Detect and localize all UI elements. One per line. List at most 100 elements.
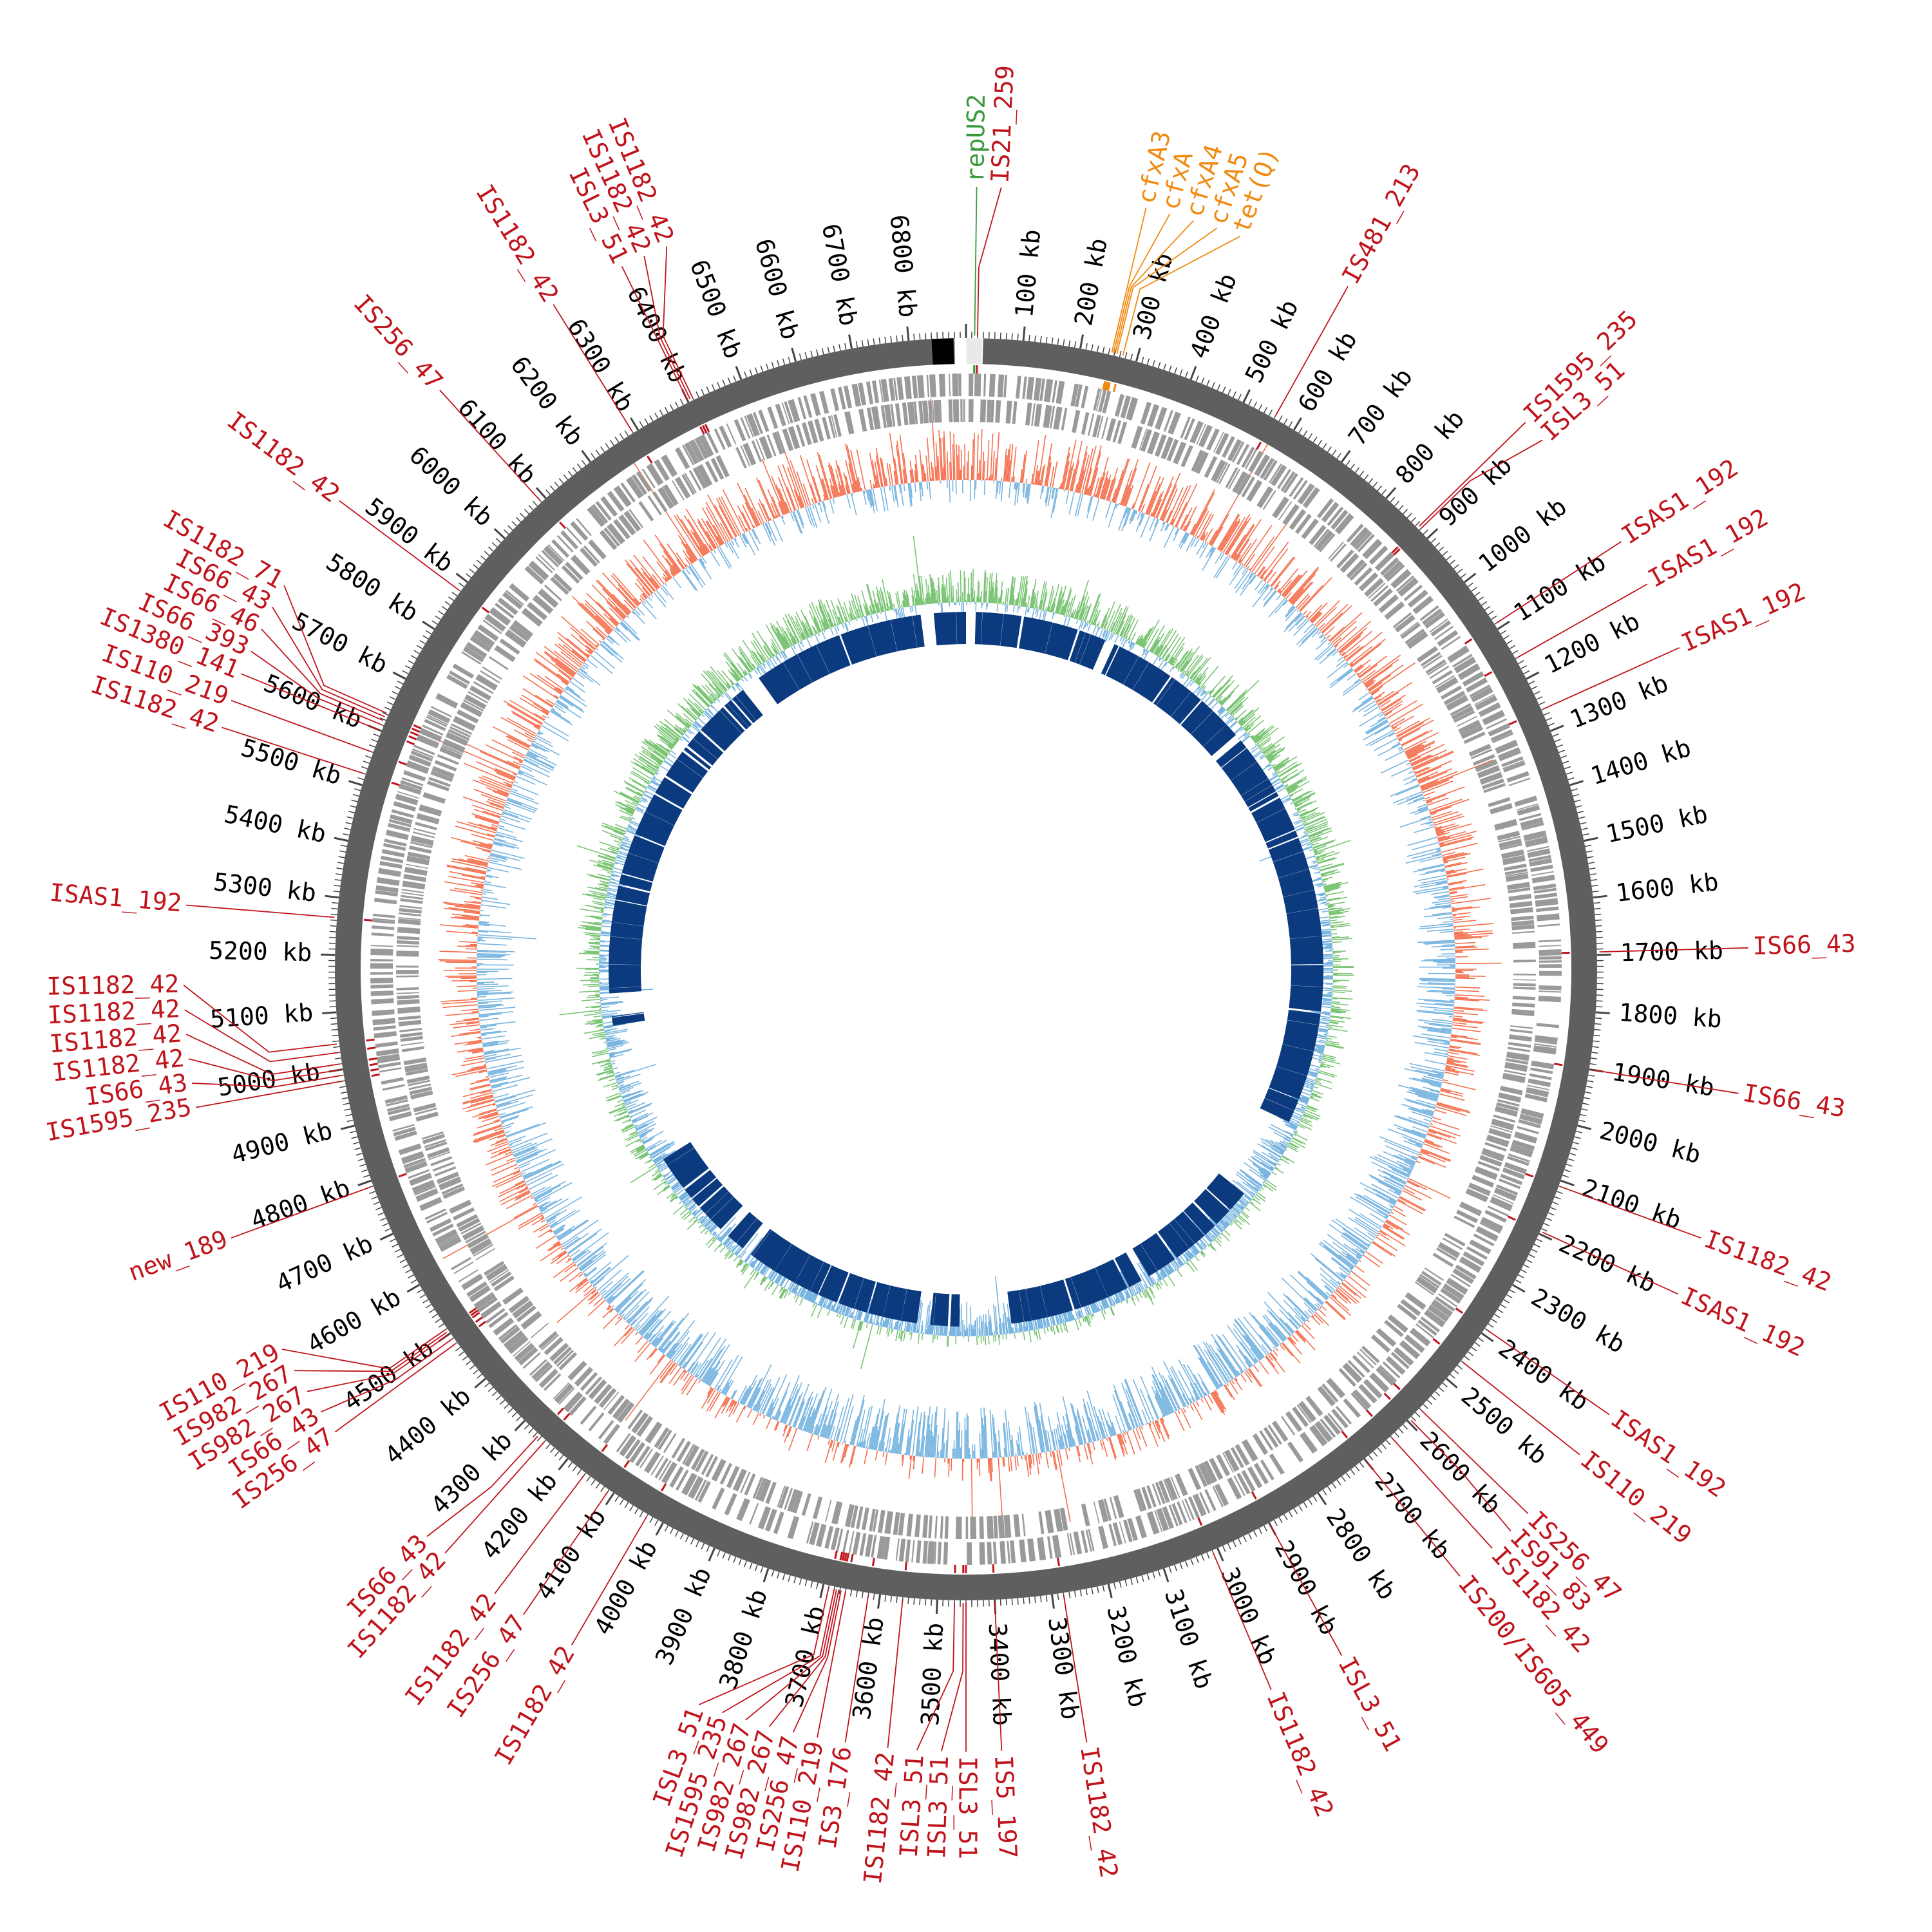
- gc-content-bar: [608, 1304, 611, 1307]
- gc-skew-bar: [701, 1218, 708, 1225]
- gc-content-bar: [1216, 1334, 1244, 1374]
- gc-skew-bar: [1293, 1132, 1295, 1133]
- gc-content-bar: [490, 1149, 511, 1159]
- gc-content-bar: [1388, 1189, 1401, 1196]
- gc-content-bar: [1135, 510, 1138, 515]
- gc-content-bar: [514, 1191, 531, 1201]
- gc-skew-bar: [594, 942, 600, 943]
- gc-skew-bar: [1284, 1120, 1298, 1128]
- gc-content-bar: [614, 1279, 647, 1311]
- gc-skew-bar: [1218, 708, 1225, 715]
- gc-skew-bar: [1052, 1325, 1056, 1335]
- gc-content-bar: [603, 1275, 629, 1299]
- gc-skew-bar: [999, 1318, 1003, 1335]
- gc-skew-bar: [1292, 811, 1298, 816]
- gc-content-bar: [1115, 503, 1118, 509]
- gc-content-bar: [1026, 484, 1029, 498]
- gc-content-bar: [909, 1455, 911, 1460]
- gc-content-bar: [1079, 455, 1090, 493]
- gc-content-bar: [1454, 933, 1493, 936]
- gc-content-bar: [1376, 1236, 1398, 1251]
- gc-content-bar: [891, 485, 895, 503]
- gc-skew-bar: [876, 1321, 879, 1326]
- gc-skew-bar: [1276, 761, 1298, 775]
- gc-content-bar: [799, 455, 817, 504]
- gc-content-bar: [475, 817, 499, 825]
- gc-content-bar: [769, 518, 772, 521]
- gc-content-bar: [1286, 1295, 1310, 1319]
- gc-skew-bar: [603, 907, 607, 909]
- gc-content-bar: [751, 507, 761, 526]
- gc-content-bar: [1383, 703, 1403, 715]
- gc-skew-bar: [1011, 577, 1016, 605]
- gc-skew-bar: [1321, 871, 1341, 878]
- gc-skew-bar: [1023, 1325, 1025, 1332]
- gc-skew-bar: [1180, 660, 1189, 672]
- gc-skew-bar: [1323, 1054, 1336, 1059]
- gc-content-bar: [974, 480, 976, 499]
- gc-skew-bar: [593, 902, 605, 906]
- gc-content-bar: [1050, 488, 1057, 518]
- gc-content-bar: [500, 717, 536, 737]
- gc-content-bar: [1132, 1429, 1142, 1452]
- gc-content-bar: [1028, 1454, 1032, 1469]
- gc-content-bar: [505, 804, 509, 806]
- gc-content-bar: [1390, 784, 1420, 797]
- gc-content-bar: [1128, 1412, 1136, 1429]
- gc-skew-bar: [1000, 590, 1003, 604]
- gc-skew-bar: [1265, 750, 1276, 758]
- gc-skew-bar: [1172, 667, 1175, 670]
- gc-skew-bar: [886, 1327, 889, 1334]
- gc-content-bar: [869, 452, 877, 489]
- gc-content-bar: [535, 736, 554, 748]
- gc-skew-bar: [1100, 614, 1107, 629]
- gc-skew-bar: [1057, 1312, 1062, 1324]
- gc-skew-bar: [1230, 718, 1235, 723]
- gc-skew-bar: [598, 1070, 614, 1076]
- gc-skew-bar: [1198, 675, 1207, 686]
- gc-content-bar: [1445, 1065, 1475, 1072]
- gc-content-bar: [486, 875, 499, 878]
- gc-content-bar: [456, 820, 497, 834]
- gc-content-bar: [1240, 574, 1256, 596]
- gc-content-bar: [926, 481, 929, 490]
- gc-content-bar: [1296, 618, 1308, 629]
- gc-content-bar: [835, 469, 844, 496]
- gc-content-bar: [893, 485, 897, 501]
- gc-content-bar: [511, 788, 518, 792]
- gc-content-bar: [851, 1446, 857, 1465]
- gc-skew-bar: [581, 998, 600, 1001]
- gc-content-bar: [800, 1397, 813, 1430]
- gc-content-bar: [1262, 1315, 1285, 1341]
- gc-content-bar: [1178, 1359, 1201, 1399]
- gc-content-bar: [1432, 1018, 1453, 1022]
- gc-content-bar: [1155, 476, 1174, 518]
- gc-skew-bar: [580, 908, 603, 913]
- gc-content-bar: [533, 741, 560, 755]
- gc-skew-bar: [768, 1281, 774, 1290]
- gc-skew-bar: [794, 1287, 799, 1294]
- gc-skew-bar: [1260, 748, 1261, 750]
- gc-content-bar: [571, 634, 593, 654]
- gc-skew-bar: [1114, 635, 1119, 643]
- gc-content-bar: [506, 1195, 533, 1209]
- gc-skew-bar: [1230, 703, 1243, 715]
- gc-skew-bar: [870, 1319, 873, 1324]
- gc-skew-bar: [998, 1324, 1001, 1335]
- gc-skew-bar: [1332, 985, 1348, 987]
- gc-content-bar: [1437, 916, 1453, 920]
- gc-skew-bar: [1313, 892, 1325, 896]
- gc-skew-bar: [1070, 609, 1075, 618]
- gc-content-bar: [1372, 1240, 1396, 1257]
- gc-content-bar: [490, 853, 506, 859]
- gc-content-bar: [882, 1442, 886, 1452]
- gc-content-bar: [658, 1312, 690, 1351]
- gc-content-bar: [1100, 1421, 1106, 1439]
- gc-skew-bar: [1327, 902, 1331, 904]
- gc-content-bar: [781, 1398, 791, 1423]
- gc-content-bar: [1432, 912, 1452, 916]
- gc-content-bar: [593, 1297, 603, 1307]
- gc-skew-bar: [1319, 1039, 1327, 1042]
- gc-content-bar: [1196, 541, 1205, 555]
- gc-content-bar: [1363, 1195, 1392, 1212]
